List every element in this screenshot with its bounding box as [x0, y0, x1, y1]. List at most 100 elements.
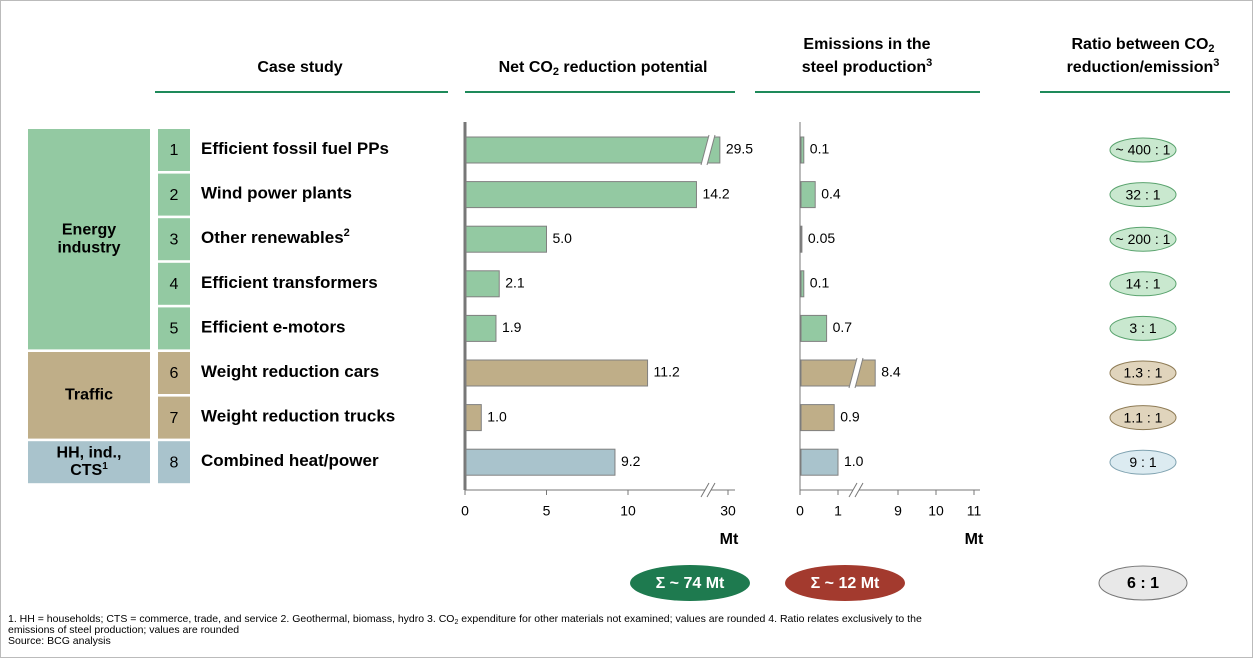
- ratio-oval: [1109, 449, 1177, 475]
- header: Net CO2 reduction potential: [499, 59, 708, 78]
- bar: [800, 448, 839, 476]
- text-part: emissions of steel production; values ar…: [8, 624, 239, 636]
- ratio-label: ~ 200 : 1: [1116, 231, 1171, 247]
- total-label: 6 : 1: [1127, 575, 1159, 592]
- data-label: 14.2: [702, 185, 729, 201]
- text-part: expenditure for other materials not exam…: [458, 613, 922, 625]
- text-part: Weight reduction cars: [201, 362, 379, 381]
- axis-break-gap: [853, 484, 859, 496]
- bar-break-line: [848, 357, 858, 389]
- ratio-oval: [1109, 405, 1177, 431]
- ratio-label: 32 : 1: [1125, 186, 1160, 202]
- bar: [465, 314, 497, 342]
- text-part: Wind power plants: [201, 184, 352, 203]
- axis-break: [848, 482, 858, 498]
- group-label: Energy: [62, 221, 116, 238]
- bar-break-line: [700, 134, 710, 166]
- axis-break-gap: [705, 484, 711, 496]
- ratio-oval: [1109, 137, 1177, 163]
- ratio-label: 9 : 1: [1129, 454, 1156, 470]
- bar: [800, 270, 805, 298]
- row-label: Efficient e-motors: [201, 318, 346, 337]
- header: Case study: [257, 59, 342, 76]
- group-label: CTS1: [70, 461, 108, 480]
- row-label: Wind power plants: [201, 184, 352, 203]
- bar-break-line: [706, 134, 716, 166]
- text-part: Ratio between CO: [1071, 36, 1208, 53]
- number-box: [158, 262, 190, 305]
- total-oval: [630, 565, 750, 601]
- footnote: emissions of steel production; values ar…: [8, 624, 239, 636]
- row-number: 4: [170, 276, 179, 293]
- ratio-oval: [1109, 271, 1177, 297]
- axis-break: [700, 482, 710, 498]
- group-label: HH, ind.,: [57, 444, 122, 461]
- axis-break: [854, 482, 864, 498]
- row-label: Weight reduction trucks: [201, 407, 395, 426]
- number-box: [158, 441, 190, 484]
- ratio-label: 1.3 : 1: [1124, 365, 1163, 381]
- group-label: Traffic: [65, 387, 113, 404]
- ratio-oval: [1109, 360, 1177, 386]
- row-label: Efficient fossil fuel PPs: [201, 139, 389, 158]
- bar: [465, 181, 697, 209]
- total-oval: [1098, 565, 1188, 601]
- data-label: 0.7: [833, 319, 853, 335]
- row-number: 5: [170, 321, 179, 338]
- text-part: Combined heat/power: [201, 452, 379, 471]
- data-label: 1.0: [487, 408, 507, 424]
- text-part: Other renewables: [201, 229, 344, 248]
- axis-break: [706, 482, 716, 498]
- bar: [800, 181, 816, 209]
- data-label: 0.05: [808, 230, 835, 246]
- data-label: 0.1: [810, 141, 830, 157]
- footnote: Source: BCG analysis: [8, 635, 111, 647]
- row-number: 7: [170, 410, 179, 427]
- row-number: 8: [170, 454, 179, 471]
- ratio-oval: [1109, 315, 1177, 341]
- row-label: Other renewables2: [201, 227, 350, 248]
- tick-label: 0: [796, 503, 804, 519]
- tick-label: 11: [967, 503, 982, 519]
- header: steel production3: [802, 57, 933, 76]
- text-part: steel production: [802, 59, 926, 76]
- data-label: 29.5: [726, 141, 753, 157]
- row-number: 6: [170, 365, 179, 382]
- group-label: industry: [57, 239, 120, 256]
- text-part: 2: [454, 619, 458, 626]
- data-label: 11.2: [654, 364, 680, 380]
- data-label: 1.9: [502, 319, 522, 335]
- group-box: [28, 129, 150, 350]
- data-label: 0.4: [821, 185, 841, 201]
- footnote: 1. HH = households; CTS = commerce, trad…: [8, 613, 922, 626]
- bar: [465, 359, 649, 387]
- tick-label: 0: [461, 503, 469, 519]
- tick-label: 10: [928, 503, 944, 519]
- bar: [800, 136, 805, 164]
- tick-label: 10: [620, 503, 636, 519]
- header: Emissions in the: [803, 36, 930, 53]
- number-box: [158, 352, 190, 394]
- row-label: Efficient transformers: [201, 273, 378, 292]
- data-label: 8.4: [881, 364, 901, 380]
- total-oval: [785, 565, 905, 601]
- data-label: 9.2: [621, 453, 641, 469]
- text-part: CTS: [70, 462, 102, 479]
- tick-label: 1: [834, 503, 842, 519]
- bar-break: [849, 358, 863, 388]
- group-box: [28, 441, 150, 484]
- bar: [465, 136, 721, 164]
- bar: [800, 225, 803, 253]
- data-label: 0.9: [840, 408, 860, 424]
- data-label: 0.1: [810, 275, 830, 291]
- bar: [800, 359, 876, 387]
- number-box: [158, 173, 190, 216]
- header: reduction/emission3: [1067, 57, 1220, 76]
- text-part: 1. HH = households; CTS = commerce, trad…: [8, 613, 454, 625]
- ratio-oval: [1109, 226, 1177, 252]
- ratio-label: 14 : 1: [1125, 276, 1160, 292]
- bar-break-line: [854, 357, 864, 389]
- text-part: Efficient transformers: [201, 273, 378, 292]
- text-part: Weight reduction trucks: [201, 407, 395, 426]
